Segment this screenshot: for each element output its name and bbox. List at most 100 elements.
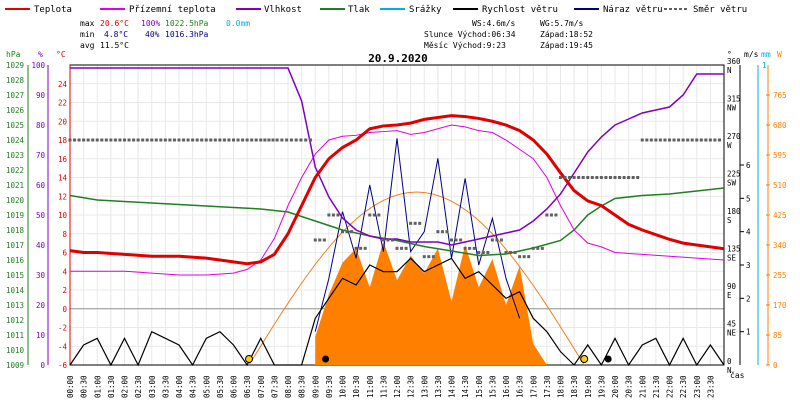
series-winddir-point: [504, 251, 508, 254]
tick-label-time: 15:00: [475, 375, 484, 398]
series-winddir-point: [100, 138, 104, 142]
series-winddir-point: [536, 246, 540, 250]
series-winddir-point: [509, 251, 513, 254]
series-winddir-point: [499, 238, 503, 242]
tick-label-humidity: 90: [36, 91, 46, 100]
sun-rise: Slunce Východ:06:34: [424, 30, 516, 39]
tick-label-temperature: 24: [58, 80, 68, 89]
series-winddir-point: [422, 255, 426, 259]
legend-dir: Směr větru: [693, 5, 747, 15]
tick-label-time: 12:30: [407, 375, 416, 398]
tick-label-pressure: 1028: [6, 76, 25, 85]
tick-label-time: 21:30: [652, 375, 661, 398]
series-winddir-point: [118, 138, 122, 142]
tick-label-pressure: 1026: [6, 106, 25, 115]
tick-label-time: 09:30: [325, 375, 334, 398]
stats: max 20.6°C 100% 1022.5hPa 0.0mm min 4.8°…: [80, 19, 593, 50]
series-winddir-point: [275, 138, 279, 142]
tick-label-time: 19:00: [584, 375, 593, 398]
tick-label-pressure: 1010: [6, 346, 25, 355]
series-winddir-point: [313, 238, 317, 242]
series-winddir-point: [177, 138, 181, 142]
tick-label-winddir-compass: N: [727, 366, 732, 375]
series-winddir-point: [368, 213, 372, 217]
legend-press: Tlak: [348, 5, 370, 15]
tick-label-windspeed: 1: [746, 328, 751, 337]
tick-label-time: 00:00: [66, 375, 75, 398]
axis-units: hPa % °C ° m/s mm W čas: [6, 50, 782, 380]
series-winddir-point: [518, 255, 522, 259]
series-winddir-point: [713, 138, 717, 142]
tick-label-pressure: 1017: [6, 241, 24, 250]
series-winddir-point: [636, 176, 640, 179]
series-winddir-point: [104, 138, 108, 142]
tick-label-pressure: 1009: [6, 361, 24, 370]
tick-label-winddir-compass: E: [727, 291, 732, 300]
moon-set: Západ:19:45: [540, 41, 593, 50]
tick-label-winddir: 225: [727, 170, 741, 179]
tick-label-windspeed: 5: [746, 194, 751, 203]
series-winddir-point: [490, 238, 494, 242]
series-winddir-point: [677, 138, 681, 142]
tick-label-winddir-compass: NW: [727, 104, 737, 113]
ws: WS:4.6m/s: [472, 19, 516, 28]
series-ground-temp-line: [70, 124, 725, 276]
series-winddir-point: [299, 138, 303, 142]
series-sun-curve: [248, 191, 585, 366]
series-winddir-point: [289, 138, 293, 142]
series-winddir-point: [599, 176, 603, 179]
series-winddir-point: [622, 176, 626, 179]
series-winddir-point: [681, 138, 685, 142]
tick-label-time: 01:00: [93, 375, 102, 398]
series-winddir-point: [477, 251, 481, 254]
series-winddir-point: [604, 176, 608, 179]
tick-label-time: 19:30: [597, 375, 606, 398]
series-winddir-point: [241, 138, 245, 142]
tick-label-rain: 1: [762, 61, 767, 70]
tick-label-pressure: 1020: [6, 196, 25, 205]
series-winddir-point: [395, 246, 399, 250]
tick-label-pressure: 1018: [6, 226, 25, 235]
series-winddir-point: [454, 238, 458, 242]
unit-w: W: [777, 50, 782, 59]
series-winddir-point: [381, 238, 385, 242]
series-winddir-point: [608, 176, 612, 179]
series-winddir-point: [495, 238, 499, 242]
tick-label-time: 05:30: [216, 375, 225, 398]
tick-label-time: 02:00: [121, 375, 130, 398]
series-winddir-point: [209, 138, 213, 142]
series-winddir-point: [154, 138, 158, 142]
series-winddir-point: [232, 138, 235, 142]
series-winddir-point: [127, 138, 131, 142]
series-winddir-point: [668, 138, 671, 142]
series-winddir-point: [227, 138, 231, 142]
series-winddir-point: [545, 213, 549, 217]
sunset-marker: [580, 355, 589, 363]
tick-label-time: 17:00: [529, 375, 538, 398]
tick-label-humidity: 30: [36, 271, 46, 280]
tick-label-humidity: 40: [36, 241, 46, 250]
series-winddir-point: [645, 138, 649, 142]
tick-label-humidity: 100: [31, 61, 45, 70]
tick-label-winddir: 315: [727, 95, 741, 104]
series-winddir-point: [168, 138, 172, 142]
series-winddir-point: [250, 138, 254, 142]
tick-label-winddir: 270: [727, 132, 741, 141]
series-winddir-point: [363, 246, 367, 250]
tick-label-solar: 85: [773, 331, 782, 340]
tick-label-pressure: 1015: [6, 271, 24, 280]
legend-ground: Přízemní teplota: [129, 5, 216, 15]
tick-label-time: 23:30: [706, 375, 715, 398]
series-winddir-point: [590, 176, 594, 179]
series-winddir-point: [172, 138, 176, 142]
tick-label-time: 14:00: [448, 375, 457, 398]
unit-ms: m/s: [744, 50, 759, 59]
tick-label-time: 18:30: [570, 375, 579, 398]
tick-label-temperature: -2: [58, 324, 67, 333]
series-winddir-point: [513, 251, 517, 254]
tick-label-temperature: 2: [62, 286, 67, 295]
tick-label-pressure: 1025: [6, 121, 24, 130]
min-label: min: [80, 30, 95, 39]
series-winddir-point: [263, 138, 267, 142]
series-winddir-point: [463, 246, 467, 250]
